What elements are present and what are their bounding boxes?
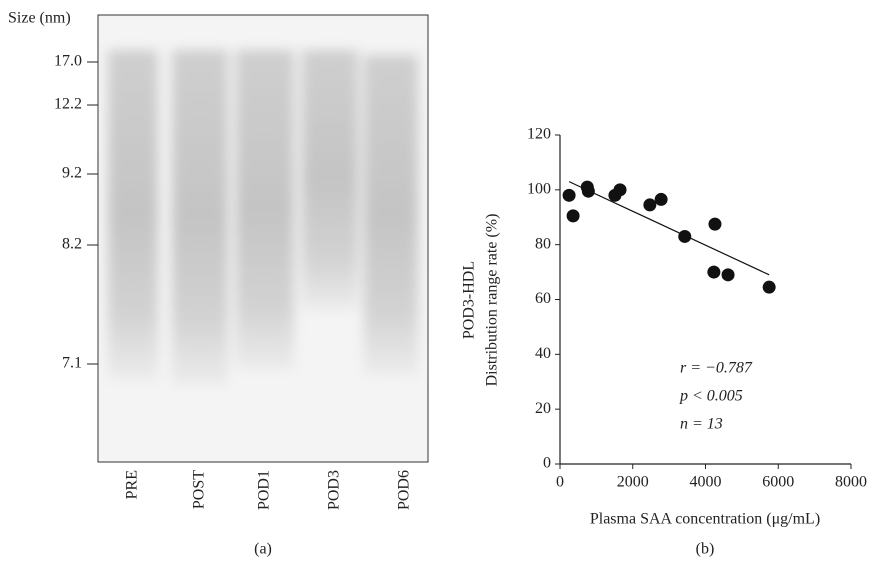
size-marker: 7.1 [62,355,82,372]
y-axis-label: POD3-HDL [461,261,478,339]
point [708,217,722,231]
annotation: p < 0.005 [679,388,743,405]
y-axis-label: Distribution range rate (%) [484,214,501,387]
x-tick-label: 6000 [762,474,794,491]
point [654,192,668,206]
size-marker: 12.2 [54,96,82,113]
x-tick-label: 2000 [617,474,649,491]
y-tick-label: 60 [535,290,551,307]
x-axis-label: Plasma SAA concentration (μg/mL) [590,511,820,528]
annotation: r = −0.787 [680,360,753,377]
x-tick-label: 0 [556,474,564,491]
lane-label: POD3 [326,470,343,510]
point [678,229,692,243]
gel-axis-label: Size (nm) [8,10,71,27]
point [643,198,657,212]
y-tick-label: 100 [527,181,551,198]
size-marker: 9.2 [62,165,82,182]
fit-line [568,181,770,276]
y-tick-label: 120 [527,126,551,143]
point [613,183,627,197]
y-tick-label: 0 [543,455,551,472]
point [562,188,576,202]
y-tick-label: 80 [535,235,551,252]
x-tick-label: 8000 [835,474,867,491]
annotation: n = 13 [680,416,723,433]
y-tick-label: 20 [535,400,551,417]
x-tick-label: 4000 [690,474,722,491]
caption: (b) [696,541,715,558]
point [581,184,595,198]
lane-label: PRE [124,470,141,499]
lane-label: POST [191,470,208,509]
lane-label: POD1 [256,470,273,510]
point [721,268,735,282]
gel-image [97,14,429,463]
size-marker: 8.2 [62,236,82,253]
y-tick-label: 40 [535,345,551,362]
point [707,265,721,279]
caption: (a) [254,541,272,558]
lane-label: POD6 [396,470,413,510]
point [762,280,776,294]
size-marker: 17.0 [54,53,82,70]
point [566,209,580,223]
